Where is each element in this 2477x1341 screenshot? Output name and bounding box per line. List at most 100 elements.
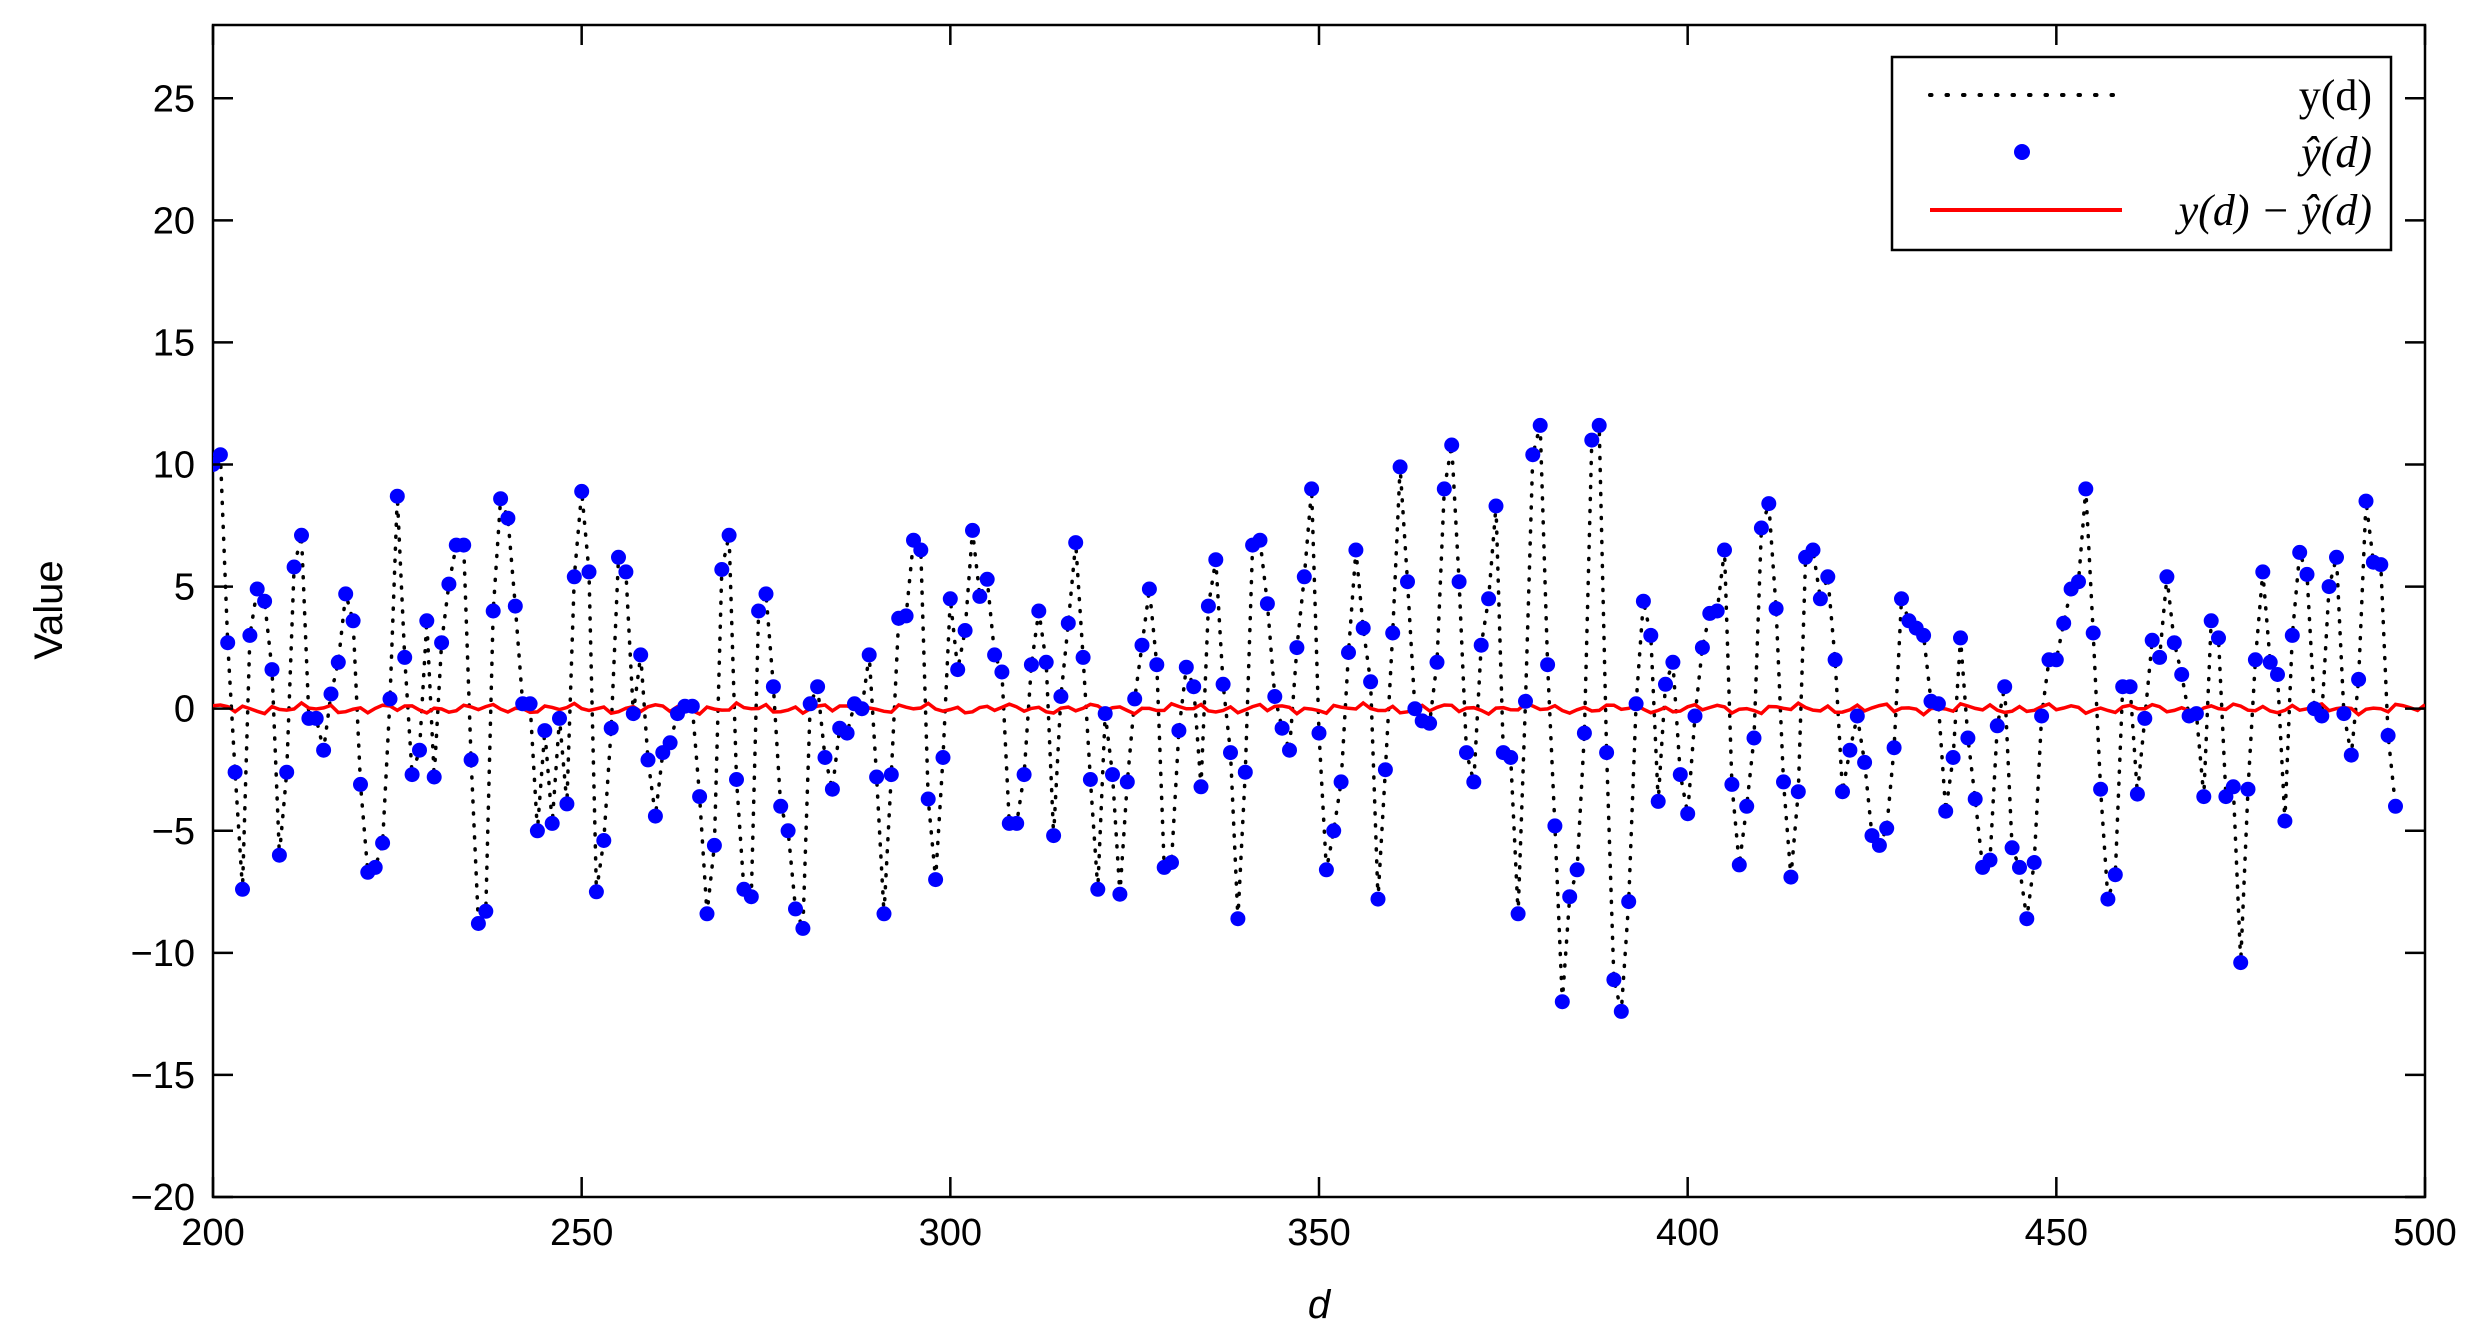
prediction-point — [1473, 637, 1489, 653]
prediction-point — [2137, 710, 2153, 726]
prediction-point — [227, 764, 243, 780]
prediction-point — [2380, 728, 2396, 743]
prediction-point — [795, 920, 811, 936]
prediction-point — [773, 798, 789, 814]
series-line-residual — [213, 700, 2425, 717]
prediction-point — [2071, 574, 2086, 590]
prediction-point — [1370, 891, 1386, 907]
prediction-point — [2395, 0, 2410, 8]
prediction-point — [2225, 779, 2241, 795]
prediction-point — [559, 796, 575, 812]
prediction-point — [2358, 493, 2374, 509]
prediction-point — [353, 776, 368, 792]
legend-label-prediction: ŷ(d) — [2297, 128, 2372, 177]
prediction-point — [729, 772, 744, 787]
prediction-point — [994, 664, 1010, 680]
prediction-point — [1377, 762, 1393, 778]
prediction-point — [1739, 798, 1755, 814]
prediction-point — [1886, 740, 1902, 756]
prediction-point — [706, 837, 722, 853]
prediction-point — [1724, 776, 1740, 792]
prediction-point — [2166, 635, 2182, 651]
prediction-point — [942, 591, 958, 607]
prediction-point — [869, 769, 885, 785]
prediction-point — [2270, 667, 2285, 682]
prediction-point — [1916, 627, 1932, 643]
prediction-point — [876, 906, 892, 922]
prediction-point — [213, 447, 228, 463]
prediction-point — [883, 767, 899, 783]
prediction-point — [1945, 750, 1961, 765]
prediction-point — [463, 752, 479, 768]
legend-swatch-prediction — [2014, 144, 2030, 160]
prediction-point — [242, 627, 258, 643]
prediction-point — [1436, 481, 1452, 497]
prediction-point — [625, 706, 641, 722]
prediction-point — [1894, 591, 1909, 607]
prediction-point — [434, 635, 450, 651]
prediction-point — [1960, 730, 1976, 746]
prediction-point — [1709, 603, 1725, 619]
prediction-point — [1444, 437, 1460, 453]
prediction-point — [1105, 767, 1120, 783]
prediction-point — [1953, 630, 1968, 646]
prediction-point — [2093, 781, 2109, 797]
prediction-point — [1776, 774, 1791, 790]
prediction-point — [987, 647, 1003, 663]
prediction-point — [2188, 706, 2204, 722]
x-tick-label: 500 — [2393, 1212, 2456, 1254]
prediction-point — [788, 901, 803, 917]
prediction-point — [1429, 654, 1445, 670]
prediction-point — [2329, 549, 2344, 565]
prediction-point — [1282, 742, 1297, 758]
y-axis-title: Value — [27, 560, 71, 659]
prediction-point — [1525, 447, 1541, 463]
prediction-point — [1090, 881, 1106, 897]
prediction-point — [1827, 652, 1843, 668]
prediction-point — [1252, 532, 1268, 548]
prediction-point — [2048, 652, 2064, 668]
prediction-point — [1311, 725, 1327, 741]
prediction-point — [2299, 566, 2315, 582]
prediction-point — [1289, 640, 1305, 656]
prediction-point — [419, 613, 435, 629]
prediction-point — [2321, 579, 2337, 595]
prediction-point — [1023, 657, 1039, 673]
prediction-point — [537, 723, 553, 739]
prediction-point — [2284, 627, 2300, 643]
prediction-point — [2085, 625, 2101, 641]
prediction-point — [824, 781, 840, 797]
prediction-point — [1259, 596, 1275, 612]
prediction-point — [1230, 911, 1246, 927]
prediction-point — [2418, 0, 2433, 8]
prediction-point — [957, 623, 973, 638]
prediction-point — [758, 586, 774, 602]
legend-label-residual: y(d) − ŷ(d) — [2175, 186, 2372, 235]
prediction-point — [1341, 645, 1356, 660]
prediction-point — [1215, 676, 1231, 692]
prediction-point — [1694, 640, 1710, 656]
prediction-point — [1046, 828, 1062, 844]
prediction-point — [1997, 679, 2013, 695]
prediction-point — [1621, 894, 1637, 910]
prediction-point — [603, 720, 619, 736]
prediction-point — [529, 823, 545, 839]
prediction-point — [1038, 654, 1054, 670]
prediction-point — [581, 564, 597, 580]
prediction-point — [913, 542, 929, 558]
prediction-point — [2373, 557, 2389, 573]
prediction-point — [810, 679, 826, 695]
prediction-point — [979, 571, 995, 587]
prediction-point — [544, 815, 560, 831]
prediction-point — [1768, 601, 1784, 617]
prediction-point — [1812, 591, 1828, 607]
prediction-point — [1031, 603, 1047, 619]
prediction-point — [345, 613, 361, 629]
prediction-point — [1569, 862, 1585, 878]
prediction-point — [1599, 745, 1615, 761]
prediction-point — [751, 603, 767, 619]
prediction-point — [2277, 813, 2293, 829]
prediction-point — [1016, 767, 1032, 783]
